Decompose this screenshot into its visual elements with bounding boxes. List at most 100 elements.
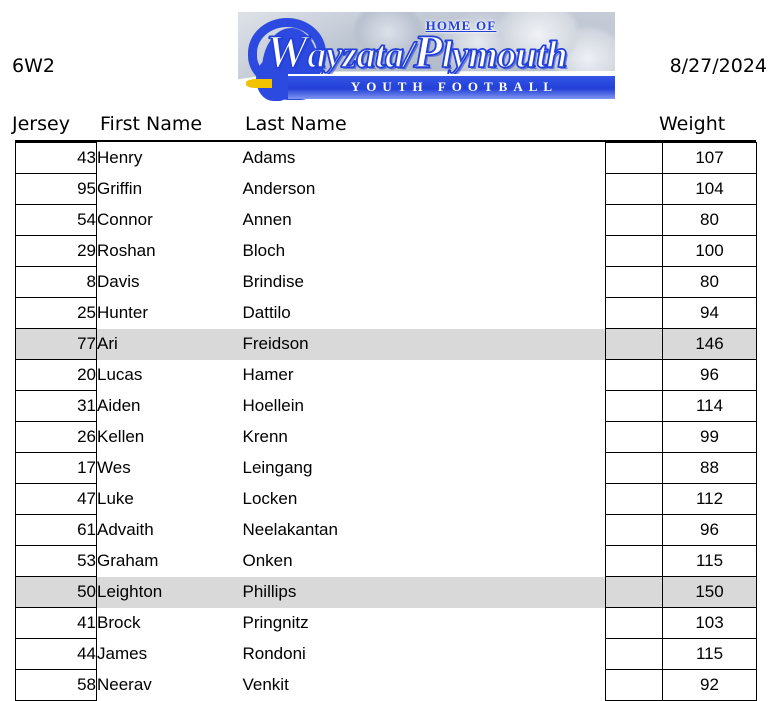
cell-weight: 112 <box>662 483 757 515</box>
cell-blank <box>605 204 663 236</box>
cell-jersey: 53 <box>15 545 97 577</box>
logo-wordmark-p: P <box>413 26 443 78</box>
cell-weight: 96 <box>662 359 757 391</box>
cell-blank <box>605 483 663 515</box>
cell-weight: 150 <box>662 576 757 608</box>
table-row[interactable]: 31 Aiden Hoellein 114 <box>15 390 757 422</box>
cell-first-name: Kellen <box>97 427 145 446</box>
cell-last-name: Hoellein <box>242 396 304 415</box>
cell-first-name: Graham <box>97 551 159 570</box>
team-logo-banner: HOME OF Wayzata/Plymouth YOUTH FOOTBALL <box>238 12 615 101</box>
column-header-first-name: First Name <box>100 113 203 135</box>
table-row[interactable]: 58 Neerav Venkit 92 <box>15 669 757 701</box>
cell-last-name: Freidson <box>242 328 606 360</box>
roster-table: 43 Henry Adams 107 95 Griffin Anderson 104 54 Con… <box>15 142 757 701</box>
logo-wordmark-w: W <box>265 26 308 78</box>
cell-last-name: Neelakantan <box>242 520 338 539</box>
cell-weight: 88 <box>662 452 757 484</box>
cell-jersey: 41 <box>15 607 97 639</box>
table-top-rule <box>15 140 756 142</box>
cell-blank <box>605 421 663 453</box>
cell-weight: 80 <box>662 204 757 236</box>
logo-tagline-bar: YOUTH FOOTBALL <box>288 74 615 99</box>
cell-last-name: Onken <box>242 551 293 570</box>
cell-last-name: Bloch <box>242 241 286 260</box>
cell-last-name: Dattilo <box>242 303 291 322</box>
cell-last-name: Krenn <box>242 427 288 446</box>
cell-jersey: 77 <box>15 328 97 360</box>
cell-first-name: Hunter <box>97 303 149 322</box>
cell-first-name: Henry <box>97 148 143 167</box>
table-row[interactable]: 25 Hunter Dattilo 94 <box>15 297 757 329</box>
cell-first-name: Connor <box>97 210 153 229</box>
table-row[interactable]: 41 Brock Pringnitz 103 <box>15 607 757 639</box>
cell-first-name: Lucas <box>97 365 143 384</box>
table-row[interactable]: 47 Luke Locken 112 <box>15 483 757 515</box>
cell-blank <box>605 452 663 484</box>
cell-first-name: Brock <box>97 613 141 632</box>
table-column-headers: Jersey First Name Last Name Weight <box>0 113 781 142</box>
table-row[interactable]: 43 Henry Adams 107 <box>15 142 757 174</box>
cell-weight: 146 <box>662 328 757 360</box>
logo-home-of-text: HOME OF <box>425 18 497 33</box>
cell-last-name: Hamer <box>242 365 294 384</box>
table-row[interactable]: 61 Advaith Neelakantan 96 <box>15 514 757 546</box>
logo-wordmark-lymouth: lymouth <box>441 33 568 77</box>
table-row[interactable]: 29 Roshan Bloch 100 <box>15 235 757 267</box>
roster-table-body: 43 Henry Adams 107 95 Griffin Anderson 104 54 Con… <box>15 142 757 701</box>
cell-jersey: 26 <box>15 421 97 453</box>
cell-blank <box>605 514 663 546</box>
team-code-label: 6W2 <box>12 55 55 77</box>
cell-weight: 103 <box>662 607 757 639</box>
cell-first-name: Advaith <box>97 520 154 539</box>
cell-weight: 115 <box>662 545 757 577</box>
table-row[interactable]: 44 James Rondoni 115 <box>15 638 757 670</box>
cell-blank <box>605 328 663 360</box>
logo-wordmark-slash: / <box>403 33 415 76</box>
cell-blank <box>605 266 663 298</box>
cell-jersey: 61 <box>15 514 97 546</box>
column-header-weight: Weight <box>659 113 726 135</box>
table-row[interactable]: 20 Lucas Hamer 96 <box>15 359 757 391</box>
cell-blank <box>605 235 663 267</box>
column-header-jersey: Jersey <box>12 113 70 135</box>
table-row[interactable]: 54 Connor Annen 80 <box>15 204 757 236</box>
cell-weight: 114 <box>662 390 757 422</box>
cell-blank <box>605 638 663 670</box>
cell-last-name: Pringnitz <box>242 613 309 632</box>
cell-weight: 94 <box>662 297 757 329</box>
cell-last-name: Brindise <box>242 272 304 291</box>
cell-first-name: Griffin <box>97 179 143 198</box>
table-row[interactable]: 17 Wes Leingang 88 <box>15 452 757 484</box>
cell-first-name: Leighton <box>96 576 243 608</box>
cell-blank <box>605 359 663 391</box>
cell-blank <box>605 142 663 174</box>
cell-first-name: Aiden <box>97 396 141 415</box>
cell-first-name: Wes <box>97 458 131 477</box>
table-row[interactable]: 77 Ari Freidson 146 <box>15 328 757 360</box>
cell-jersey: 20 <box>15 359 97 391</box>
cell-last-name: Anderson <box>242 179 316 198</box>
cell-weight: 99 <box>662 421 757 453</box>
cell-first-name: Roshan <box>97 241 156 260</box>
cell-jersey: 50 <box>15 576 97 608</box>
cell-blank <box>605 390 663 422</box>
table-row[interactable]: 95 Griffin Anderson 104 <box>15 173 757 205</box>
cell-blank <box>605 297 663 329</box>
cell-weight: 80 <box>662 266 757 298</box>
cell-last-name: Leingang <box>242 458 313 477</box>
date-label: 8/27/2024 <box>669 55 767 77</box>
cell-last-name: Adams <box>242 148 296 167</box>
cell-weight: 115 <box>662 638 757 670</box>
cell-first-name: Davis <box>97 272 140 291</box>
logo-wordmark-ayzata: ayzata <box>306 33 404 77</box>
cell-blank <box>605 173 663 205</box>
table-row[interactable]: 53 Graham Onken 115 <box>15 545 757 577</box>
table-row[interactable]: 8 Davis Brindise 80 <box>15 266 757 298</box>
cell-jersey: 95 <box>15 173 97 205</box>
cell-jersey: 17 <box>15 452 97 484</box>
cell-weight: 107 <box>662 142 757 174</box>
table-row[interactable]: 50 Leighton Phillips 150 <box>15 576 757 608</box>
cell-blank <box>605 545 663 577</box>
table-row[interactable]: 26 Kellen Krenn 99 <box>15 421 757 453</box>
